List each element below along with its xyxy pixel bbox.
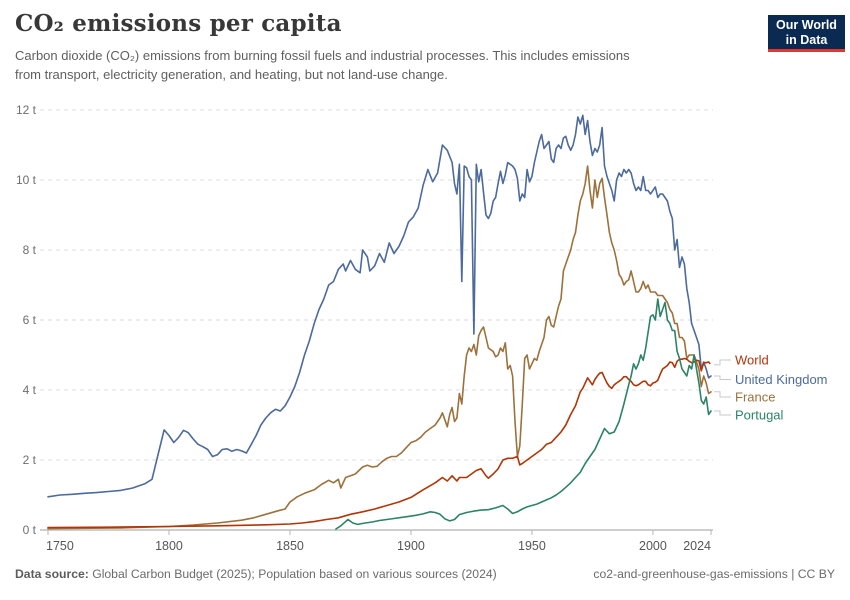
data-source: Data source: Global Carbon Budget (2025)… — [15, 567, 497, 581]
dataset-license[interactable]: co2-and-greenhouse-gas-emissions | CC BY — [593, 567, 835, 581]
x-tick-label-2000: 2000 — [639, 539, 667, 553]
chart-subtitle-line2: from transport, electricity generation, … — [15, 66, 448, 82]
chart-subtitle-line1: Carbon dioxide (CO₂) emissions from burn… — [15, 48, 630, 63]
owid-logo[interactable]: Our World in Data — [768, 15, 845, 52]
series-line-world[interactable] — [47, 357, 710, 529]
legend-connector-united-kingdom — [714, 375, 731, 380]
chart-footer: Data source: Global Carbon Budget (2025)… — [15, 567, 835, 581]
y-tick-label-8: 8 t — [23, 243, 37, 257]
owid-logo-line2: in Data — [785, 32, 828, 47]
legend-connector-world — [714, 359, 731, 366]
series-line-portugal[interactable] — [335, 298, 712, 530]
x-tick-label-1750: 1750 — [46, 539, 74, 553]
y-tick-label-10: 10 t — [16, 173, 37, 187]
chart-subtitle: Carbon dioxide (CO₂) emissions from burn… — [15, 47, 630, 84]
y-tick-label-4: 4 t — [23, 383, 37, 397]
legend-label-france[interactable]: France — [735, 390, 775, 405]
x-tick-label-1950: 1950 — [518, 539, 546, 553]
series-line-france[interactable] — [47, 165, 712, 530]
legend-label-world[interactable]: World — [735, 353, 769, 368]
y-tick-label-12: 12 t — [16, 103, 37, 117]
x-tick-label-1850: 1850 — [276, 539, 304, 553]
x-tick-label-1800: 1800 — [155, 539, 183, 553]
series-line-united-kingdom[interactable] — [47, 114, 712, 498]
data-source-text: Global Carbon Budget (2025); Population … — [88, 567, 497, 581]
y-tick-label-2: 2 t — [23, 453, 37, 467]
y-tick-label-6: 6 t — [23, 313, 37, 327]
legend-connector-france — [714, 391, 731, 398]
x-tick-label-1900: 1900 — [397, 539, 425, 553]
legend-connector-portugal — [714, 410, 731, 416]
owid-logo-line1: Our World — [776, 18, 837, 32]
data-source-label: Data source: — [15, 567, 89, 581]
x-tick-label-2024: 2024 — [683, 539, 711, 553]
legend-label-united-kingdom[interactable]: United Kingdom — [735, 372, 828, 387]
y-tick-label-0: 0 t — [23, 523, 37, 537]
page-title: CO₂ emissions per capita — [15, 10, 342, 37]
legend-label-portugal[interactable]: Portugal — [735, 408, 784, 423]
series-line-world-projected — [707, 361, 712, 366]
